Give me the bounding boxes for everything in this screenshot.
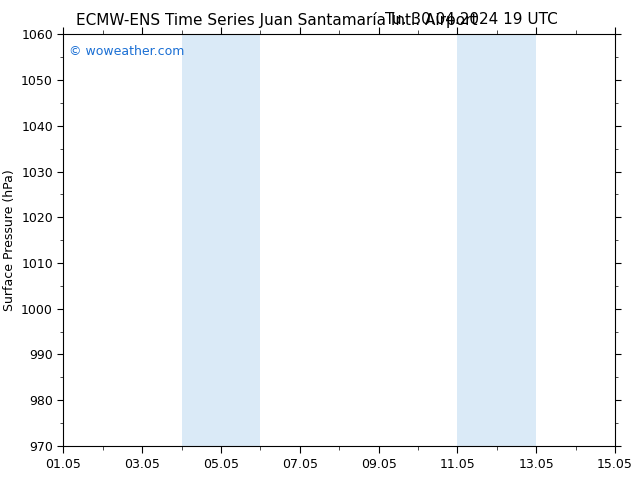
Text: © woweather.com: © woweather.com: [69, 45, 184, 58]
Bar: [181, 34, 261, 446]
Text: ECMW-ENS Time Series Juan Santamaría Intl. Airport: ECMW-ENS Time Series Juan Santamaría Int…: [76, 12, 477, 28]
Bar: [457, 34, 536, 446]
Y-axis label: Surface Pressure (hPa): Surface Pressure (hPa): [3, 169, 16, 311]
Text: Tu. 30.04.2024 19 UTC: Tu. 30.04.2024 19 UTC: [385, 12, 558, 27]
